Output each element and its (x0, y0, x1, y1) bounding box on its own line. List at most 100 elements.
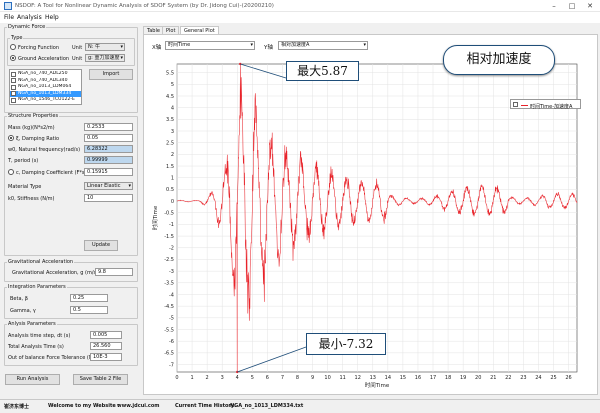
import-button[interactable]: Import (89, 69, 133, 80)
menu-help[interactable]: Help (45, 14, 59, 21)
y-tick-label: 3.5 (166, 117, 174, 123)
record-item[interactable]: NGA_no_1013_LDM334 (10, 90, 81, 97)
mass-field[interactable]: 0.2533 (84, 123, 133, 131)
ground-acceleration-label: Ground Acceleration (18, 56, 70, 62)
forcing-function-radio[interactable] (10, 44, 16, 50)
acceleration-unit-select[interactable]: g: 重力加速度 (85, 54, 125, 62)
x-axis-label: X轴 (152, 45, 162, 51)
damping-ratio-label: ξ, Damping Ratio (16, 136, 60, 142)
x-tick-label: 26 (565, 375, 571, 381)
integration-title: Integration Parameters (7, 284, 67, 290)
chart-legend: 时间Time-加速度A (510, 99, 581, 110)
x-tick-label: 6 (266, 375, 269, 381)
record-checkbox[interactable] (11, 84, 16, 90)
y-tick-label: 5 (171, 82, 174, 88)
y-axis-title: 时间Time (151, 205, 159, 230)
window-title: NSDOF: A Tool for Nonlinear Dynamic Anal… (15, 3, 274, 9)
stiffness-field[interactable]: 10 (84, 194, 133, 202)
y-tick-label: -0.5 (164, 211, 174, 217)
tolerance-field[interactable]: 10E-3 (90, 353, 122, 361)
run-analysis-button[interactable]: Run Analysis (5, 374, 60, 385)
dynamic-force-title: Dynamic Force (7, 24, 47, 30)
record-checkbox[interactable] (11, 91, 16, 96)
close-icon[interactable]: ✕ (587, 2, 593, 10)
time-step-label: Analysis time step, dt (s) (8, 333, 71, 339)
x-tick-label: 8 (296, 375, 299, 381)
beta-field[interactable]: 0.25 (70, 294, 108, 302)
time-step-field[interactable]: 0.005 (90, 331, 122, 339)
plot-frame (176, 63, 578, 373)
y-tick-label: 1 (171, 176, 174, 182)
unit-label: Unit (72, 45, 83, 51)
menu-file[interactable]: File (4, 14, 15, 21)
y-tick-label: -4 (169, 292, 174, 298)
gravity-field[interactable]: 9.8 (95, 268, 133, 276)
structure-title: Structure Properties (7, 113, 60, 119)
y-tick-label: -4.5 (164, 304, 174, 310)
legend-checkbox[interactable] (513, 102, 518, 107)
y-axis-label: Y轴 (264, 45, 273, 51)
record-item[interactable]: NGA_no_740_ADL340 (10, 78, 81, 84)
record-name: NGA_no_740_ADL340 (18, 77, 68, 83)
total-time-field[interactable]: 26.560 (90, 342, 122, 350)
record-name: NGA_no_1546_TCU122-E (18, 97, 75, 102)
x-tick-label: 16 (415, 375, 421, 381)
gamma-field[interactable]: 0.5 (70, 306, 108, 314)
x-tick-label: 10 (324, 375, 330, 381)
y-tick-label: -1 (169, 222, 174, 228)
damping-coefficient-field[interactable]: 0.15915 (84, 168, 133, 176)
record-item[interactable]: NGA_no_1546_TCU122-E (10, 97, 81, 103)
x-tick-label: 14 (385, 375, 391, 381)
maximize-icon[interactable]: □ (568, 2, 576, 10)
app-icon (4, 2, 12, 10)
y-tick-label: -6 (169, 339, 174, 345)
record-checkbox[interactable] (11, 71, 16, 77)
total-time-label: Total Analysis Time (s) (8, 344, 64, 350)
minimize-icon[interactable]: – (552, 2, 556, 10)
status-bar (0, 399, 600, 413)
analysis-title: Anlysis Parameters (7, 321, 57, 327)
x-axis-title: 时间Time (365, 381, 390, 389)
period-label: T, period (s) (8, 158, 39, 164)
y-tick-label: -1.5 (164, 234, 174, 240)
type-group (7, 38, 135, 66)
author-label: 崔济东博士 (4, 404, 30, 410)
ground-acceleration-radio[interactable] (10, 55, 16, 61)
save-table-button[interactable]: Save Table 2 File (73, 374, 128, 385)
record-item[interactable]: NGA_no_1013_LDM064 (10, 84, 81, 90)
update-button[interactable]: Update (84, 240, 118, 251)
x-tick-label: 13 (370, 375, 376, 381)
damping-ratio-field[interactable]: 0.05 (84, 134, 133, 142)
natural-frequency-field[interactable]: 6.28322 (84, 145, 133, 153)
title-bar: NSDOF: A Tool for Nonlinear Dynamic Anal… (0, 0, 600, 12)
natural-frequency-label: w0, Natural frequency(rad/s) (8, 147, 81, 153)
damping-ratio-radio[interactable] (8, 135, 14, 141)
force-unit-select[interactable]: N: 牛 (85, 43, 125, 51)
ground-motion-list[interactable]: NGA_no_740_ADL250 NGA_no_740_ADL340 NGA_no… (9, 69, 82, 105)
y-axis-select[interactable]: 相对加速度A (278, 41, 368, 50)
website-label: Welcome to my Website : (48, 403, 120, 409)
x-tick-label: 4 (236, 375, 239, 381)
y-tick-label: 2 (171, 152, 174, 158)
damping-coefficient-radio[interactable] (8, 169, 14, 175)
y-tick-label: 5.5 (166, 70, 174, 76)
min-leader-line (237, 346, 307, 373)
material-type-select[interactable]: Linear Elastic (84, 182, 133, 190)
damping-coefficient-label: c, Damping Coefficient (F*s/m) (16, 170, 94, 176)
x-tick-label: 18 (445, 375, 451, 381)
record-checkbox[interactable] (11, 78, 16, 83)
menu-analysis[interactable]: Analysis (17, 14, 42, 21)
gravity-label: Gravitational Acceleration, g (m/s2) (12, 270, 102, 276)
record-checkbox[interactable] (11, 97, 16, 103)
x-axis-select[interactable]: 时间Time (165, 41, 255, 50)
y-tick-label: 0.5 (166, 187, 174, 193)
analysis-group (4, 324, 138, 366)
x-tick-label: 12 (355, 375, 361, 381)
period-field[interactable]: 0.99999 (84, 156, 133, 164)
x-tick-label: 23 (520, 375, 526, 381)
record-name: NGA_no_740_ADL250 (18, 71, 68, 76)
website-link[interactable]: www.jdcui.com (117, 403, 160, 409)
record-item[interactable]: NGA_no_740_ADL250 (10, 71, 81, 77)
y-tick-label: -5.5 (164, 327, 174, 333)
y-tick-label: 3 (171, 129, 174, 135)
